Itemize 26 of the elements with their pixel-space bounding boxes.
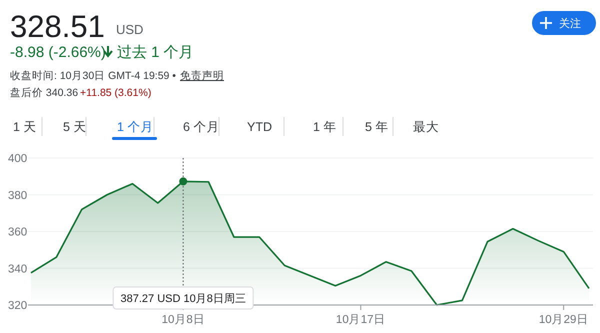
text: 6 个月: [183, 120, 220, 134]
chart-title: 328.51: [10, 9, 105, 44]
text: 1 个月: [117, 120, 154, 134]
text: 过去 1 个月: [117, 44, 194, 61]
text: -8.98 (-2.66%): [10, 44, 106, 61]
annotation: 387.27 USD 10月8日周三: [120, 293, 246, 305]
text: 关注: [559, 17, 581, 30]
text: 免责声明: [180, 69, 224, 82]
text: 最大: [413, 120, 439, 134]
text: 1 天: [13, 120, 36, 134]
text: 盘后价 340.36: [10, 86, 78, 99]
y-tick-label: 340: [8, 263, 28, 276]
y-tick-label: 320: [8, 300, 28, 312]
text: +11.85 (3.61%): [80, 87, 152, 99]
text: 收盘时间: 10月30日 GMT-4 19:59 •: [10, 69, 176, 82]
text: 5 年: [365, 120, 388, 134]
text: 1 年: [313, 120, 336, 134]
chart-subtitle: USD: [116, 22, 144, 37]
x-tick-label: 10月8日: [162, 313, 205, 326]
y-tick-label: 360: [8, 226, 28, 238]
y-tick-label: 400: [8, 153, 28, 165]
text: YTD: [247, 120, 272, 134]
x-tick-label: 10月29日: [538, 313, 588, 326]
x-tick-label: 10月17日: [336, 313, 386, 326]
y-tick-label: 380: [8, 190, 28, 202]
text: 5 天: [63, 120, 86, 134]
